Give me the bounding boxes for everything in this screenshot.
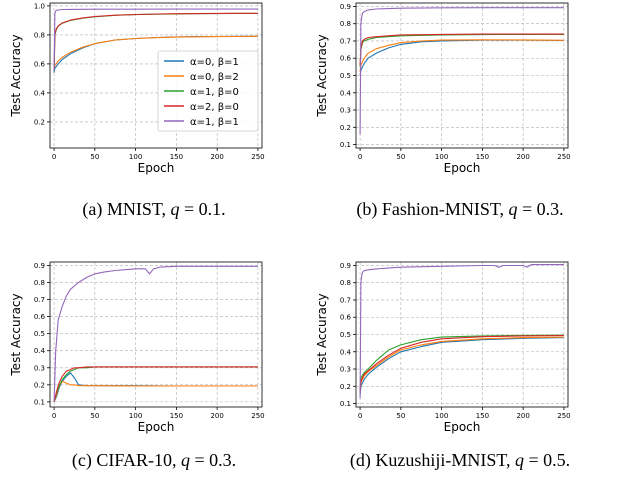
x-tick-label-5: 250 — [251, 412, 264, 420]
caption-3: (d) Kuzushiji-MNIST, q = 0.5. — [350, 450, 570, 471]
x-axis-label: Epoch — [138, 161, 175, 175]
x-axis-label: Epoch — [444, 420, 481, 434]
x-tick-label-4: 200 — [210, 153, 223, 161]
y-tick-label-5: 0.6 — [340, 55, 352, 63]
y-tick-label-1: 0.2 — [340, 124, 351, 132]
legend-label-1: α=0, β=2 — [190, 72, 239, 83]
series-line-1 — [53, 380, 258, 403]
y-axis-label: Test Accuracy — [315, 34, 329, 117]
y-tick-label-2: 0.3 — [340, 107, 351, 115]
legend-label-3: α=2, β=0 — [190, 102, 239, 113]
legend-label-0: α=0, β=1 — [190, 57, 239, 68]
x-tick-label-0: 0 — [358, 412, 362, 420]
plot-frame — [49, 2, 263, 149]
x-tick-label-1: 50 — [396, 153, 405, 161]
y-tick-label-3: 0.4 — [340, 89, 352, 97]
y-tick-label-1: 0.2 — [34, 381, 45, 389]
legend-label-2: α=1, β=0 — [190, 87, 239, 98]
y-axis-label: Test Accuracy — [9, 34, 23, 117]
series-line-0 — [53, 372, 258, 403]
y-tick-label-7: 0.8 — [340, 279, 351, 287]
y-tick-label-8: 0.9 — [340, 3, 351, 11]
y-tick-label-0: 0.2 — [34, 118, 45, 126]
series-line-2 — [53, 366, 258, 403]
x-tick-label-0: 0 — [358, 153, 362, 161]
y-tick-label-1: 0.4 — [34, 89, 46, 97]
x-tick-label-2: 100 — [435, 153, 448, 161]
x-tick-label-1: 50 — [90, 153, 99, 161]
series-line-2 — [359, 334, 564, 390]
series-line-3 — [359, 334, 564, 392]
series-line-2 — [359, 33, 564, 67]
legend-box — [157, 50, 259, 132]
x-tick-label-2: 100 — [129, 412, 142, 420]
y-tick-label-0: 0.1 — [34, 398, 45, 406]
chart-0: 0 50 100 150 200 250 0.2 0.4 0.6 0.8 1.0 Epoch Test … — [9, 2, 265, 220]
y-tick-label-2: 0.3 — [34, 364, 45, 372]
y-tick-label-4: 1.0 — [34, 2, 45, 10]
series-line-1 — [359, 39, 564, 73]
y-tick-label-6: 0.7 — [340, 296, 351, 304]
y-tick-label-7: 0.8 — [34, 279, 45, 287]
x-tick-label-1: 50 — [396, 412, 405, 420]
y-axis-label: Test Accuracy — [315, 293, 329, 376]
y-tick-label-0: 0.1 — [340, 141, 351, 149]
y-tick-label-0: 0.1 — [340, 400, 351, 408]
y-axis-label: Test Accuracy — [9, 293, 23, 376]
x-axis-label: Epoch — [444, 161, 481, 175]
y-tick-label-6: 0.7 — [34, 296, 45, 304]
y-tick-label-1: 0.2 — [340, 383, 351, 391]
legend-label-4: α=1, β=1 — [190, 117, 239, 128]
y-tick-label-3: 0.8 — [34, 31, 45, 39]
caption-2: (c) CIFAR-10, q = 0.3. — [72, 450, 236, 471]
y-tick-label-4: 0.5 — [340, 331, 351, 339]
x-tick-label-5: 250 — [251, 153, 264, 161]
caption-1: (b) Fashion-MNIST, q = 0.3. — [356, 199, 563, 220]
y-tick-label-3: 0.4 — [340, 348, 352, 356]
chart-1: 0 50 100 150 200 250 0.1 0.2 0.3 0.4 0.5 0.6 0.7 0.8 0… — [315, 2, 571, 220]
chart-3: 0 50 100 150 200 250 0.1 0.2 0.3 0.4 0.5 0.6 0.7 0.8 0… — [315, 261, 571, 471]
x-tick-label-2: 100 — [129, 153, 142, 161]
x-tick-label-5: 250 — [557, 412, 570, 420]
legend: α=0, β=1 α=0, β=2 α=1, β=0 α=2, β=0 α=1, β=1 — [157, 50, 259, 132]
x-tick-label-4: 200 — [516, 153, 529, 161]
series-line-3 — [53, 366, 258, 403]
series-line-4 — [53, 265, 258, 402]
x-tick-label-1: 50 — [90, 412, 99, 420]
x-tick-label-0: 0 — [52, 153, 56, 161]
y-tick-label-4: 0.5 — [340, 72, 351, 80]
y-tick-label-2: 0.3 — [340, 366, 351, 374]
y-tick-label-4: 0.5 — [34, 330, 45, 338]
x-tick-label-3: 150 — [476, 412, 489, 420]
chart-2: 0 50 100 150 200 250 0.1 0.2 0.3 0.4 0.5 0.6 0.7 0.8 0… — [9, 261, 265, 471]
y-tick-label-3: 0.4 — [34, 347, 46, 355]
y-tick-label-6: 0.7 — [340, 37, 351, 45]
series-line-4 — [359, 7, 564, 135]
series-line-4 — [53, 8, 258, 72]
x-axis-label: Epoch — [138, 420, 175, 434]
y-tick-label-5: 0.6 — [340, 314, 352, 322]
x-tick-label-2: 100 — [435, 412, 448, 420]
x-tick-label-3: 150 — [170, 412, 183, 420]
y-tick-label-8: 0.9 — [34, 262, 45, 270]
x-tick-label-5: 250 — [557, 153, 570, 161]
plot-frame — [49, 261, 263, 408]
y-tick-label-2: 0.6 — [34, 60, 46, 68]
series-line-4 — [359, 264, 564, 399]
series-line-1 — [359, 336, 564, 392]
y-tick-label-8: 0.9 — [340, 262, 351, 270]
x-tick-label-3: 150 — [476, 153, 489, 161]
series-line-0 — [359, 337, 564, 395]
series-line-3 — [359, 33, 564, 66]
series-line-1 — [53, 35, 258, 69]
series-line-3 — [53, 12, 258, 70]
y-tick-label-5: 0.6 — [34, 313, 46, 321]
x-tick-label-0: 0 — [52, 412, 56, 420]
x-tick-label-4: 200 — [516, 412, 529, 420]
x-tick-label-3: 150 — [170, 153, 183, 161]
caption-0: (a) MNIST, q = 0.1. — [82, 199, 225, 220]
y-tick-label-7: 0.8 — [340, 20, 351, 28]
x-tick-label-4: 200 — [210, 412, 223, 420]
